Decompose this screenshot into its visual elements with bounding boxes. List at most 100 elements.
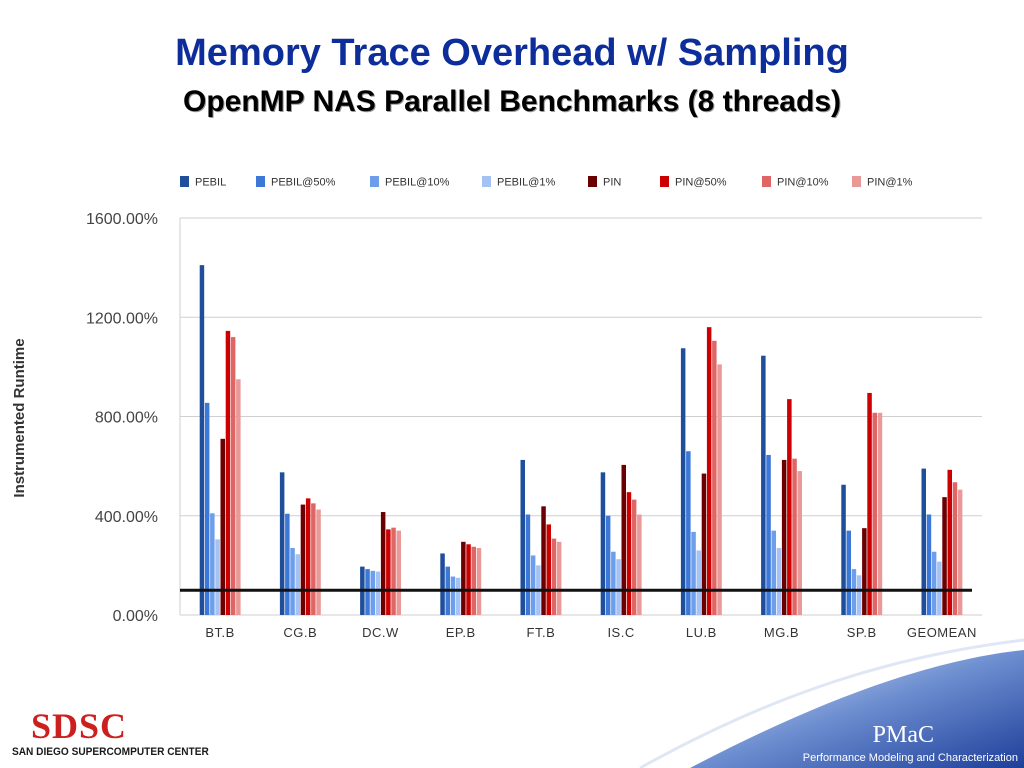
bar (215, 539, 220, 615)
bar (290, 548, 295, 615)
bar (455, 577, 461, 615)
legend-swatch (256, 176, 265, 187)
legend-label: PEBIL@1% (497, 177, 555, 189)
bars (199, 265, 963, 615)
bar (476, 548, 482, 615)
bar-chart: PEBIL PEBIL@50% PEBIL@10% PEBIL@1% PIN PIN@50… (11, 176, 982, 640)
bar (600, 472, 606, 615)
bar (957, 489, 963, 615)
bar (530, 555, 536, 615)
bar (461, 541, 466, 615)
bar (952, 482, 958, 615)
legend-label: PEBIL@10% (385, 177, 450, 189)
legend-label: PIN@50% (675, 177, 727, 189)
bar (316, 509, 321, 615)
legend-swatch (180, 176, 189, 187)
bar (846, 530, 851, 615)
bar (841, 484, 846, 615)
x-category-label: DC.W (362, 625, 399, 640)
bar (225, 330, 231, 615)
bar (311, 503, 316, 615)
legend-label: PIN@1% (867, 177, 913, 189)
chart-gridlines (179, 217, 982, 616)
sdsc-logo: SDSC SAN DIEGO SUPERCOMPUTER CENTER (12, 708, 212, 758)
x-category-label: FT.B (527, 625, 556, 640)
x-category-label: MG.B (764, 625, 799, 640)
bar (380, 512, 386, 615)
bar (370, 570, 375, 615)
bar (520, 459, 525, 615)
bar (686, 451, 691, 615)
sdsc-logo-mark: SDSC (30, 706, 128, 746)
bar (611, 551, 616, 615)
bar (305, 498, 311, 615)
bar (717, 364, 722, 615)
bar (701, 473, 707, 615)
y-axis-label: Instrumented Runtime (11, 338, 28, 497)
bar (937, 561, 942, 615)
bar (872, 412, 877, 615)
y-tick-label: 1600.00% (86, 211, 158, 228)
bar (637, 514, 642, 615)
bar (300, 504, 306, 615)
x-category-label: IS.C (607, 625, 634, 640)
x-axis: BT.B CG.B DC.W EP.B FT.B IS.C LU.B MG.B SP.B GEOM… (205, 625, 976, 640)
bar (792, 458, 797, 615)
legend-swatch (762, 176, 771, 187)
bar (551, 538, 557, 615)
bar (556, 541, 562, 615)
bar (616, 559, 621, 615)
bar (942, 497, 947, 615)
bar (546, 524, 551, 615)
bar (210, 513, 215, 615)
bar (761, 355, 766, 615)
bar (230, 337, 236, 615)
pmac-brand: PMaC (872, 722, 934, 748)
x-category-label: SP.B (847, 625, 877, 640)
bar (781, 459, 787, 615)
bar (450, 576, 456, 615)
bar (771, 530, 776, 615)
slide-title: Memory Trace Overhead w/ Sampling (175, 32, 849, 74)
bar (856, 575, 862, 615)
y-tick-label: 400.00% (95, 509, 158, 526)
legend-label: PIN@10% (777, 177, 829, 189)
bar (862, 528, 867, 615)
bar (621, 464, 626, 615)
sdsc-logo-name: SAN DIEGO SUPERCOMPUTER CENTER (12, 746, 209, 758)
bar (867, 392, 872, 615)
bar (797, 471, 802, 615)
bar (776, 548, 782, 615)
bar (199, 265, 205, 615)
bar (375, 571, 381, 615)
bar (787, 399, 792, 615)
bar (947, 469, 952, 615)
bar (931, 551, 937, 615)
bar (851, 569, 857, 615)
bar (766, 454, 771, 615)
bar (471, 546, 476, 615)
bar (605, 515, 611, 615)
bar (525, 514, 531, 615)
bar (204, 402, 210, 615)
x-category-label: EP.B (446, 625, 476, 640)
bar (712, 340, 717, 615)
bar (541, 506, 546, 615)
bar (440, 553, 445, 615)
chart-legend: PEBIL PEBIL@50% PEBIL@10% PEBIL@1% PIN PIN@50… (180, 176, 913, 189)
bar (680, 348, 686, 615)
y-tick-label: 800.00% (95, 410, 158, 427)
x-category-label: CG.B (283, 625, 317, 640)
bar (365, 569, 370, 615)
bar (396, 530, 401, 615)
bar (877, 412, 883, 615)
bar (279, 472, 285, 615)
bar (386, 529, 391, 615)
bar (285, 513, 290, 615)
bar (295, 554, 300, 615)
x-category-label: BT.B (205, 625, 234, 640)
bar (926, 514, 932, 615)
legend-label: PEBIL (195, 177, 226, 189)
legend-swatch (660, 176, 669, 187)
